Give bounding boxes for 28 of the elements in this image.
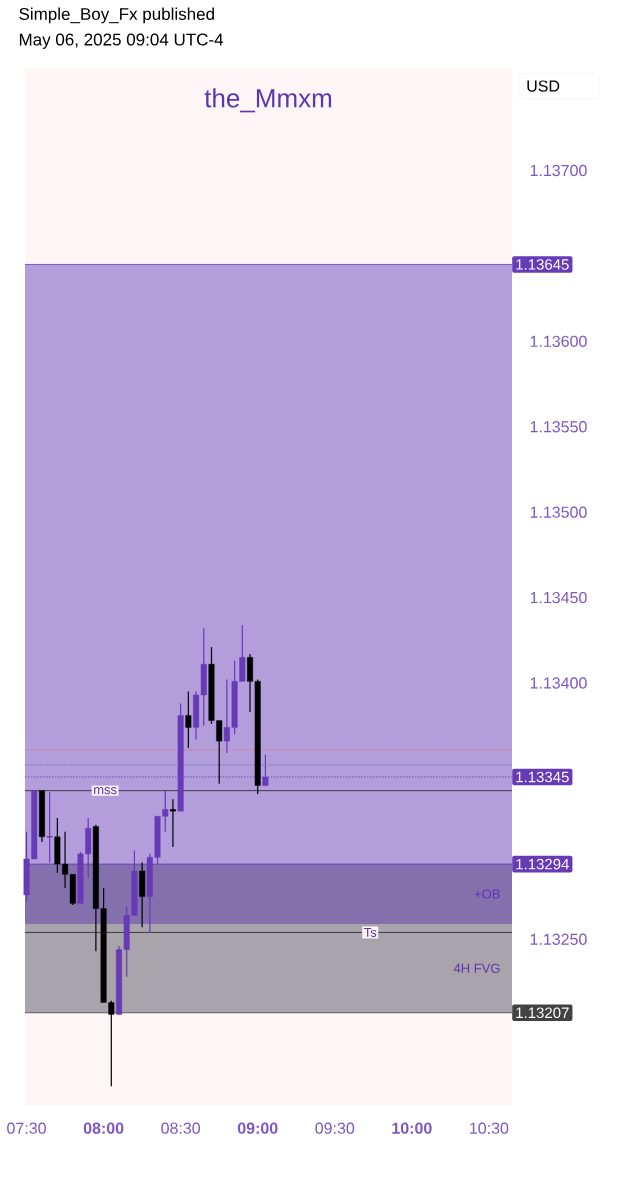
candlestick (185, 690, 192, 749)
y-tick-label: 1.13400 (530, 677, 587, 689)
candlestick (169, 798, 176, 848)
y-tick-label: 1.13450 (530, 591, 587, 604)
y-tick-label: 1.13500 (530, 506, 587, 518)
y-tick-label: 1.13550 (530, 421, 587, 433)
ref-line-label: 1.13345 (516, 771, 569, 783)
x-tick-label: 09:00 (237, 1122, 278, 1134)
x-tick-label: 07:30 (7, 1122, 46, 1134)
band-label: +OB (474, 889, 500, 899)
y-axis-title: USD (527, 80, 560, 92)
y-tick-label: 1.13250 (530, 933, 587, 945)
x-tick-label: 10:00 (392, 1122, 432, 1134)
annotation: Ts (364, 927, 377, 937)
y-tick-label: 1.13600 (530, 335, 587, 347)
x-tick-label: 08:30 (161, 1122, 201, 1134)
x-tick-label: 09:30 (315, 1122, 355, 1134)
y-tick-label: 1.13700 (530, 164, 587, 177)
ref-line-label: 1.13645 (516, 259, 569, 270)
annotation: mss (94, 787, 117, 795)
x-tick-label: 08:00 (83, 1122, 124, 1134)
text: the_Mmxm (204, 88, 332, 113)
text: Simple_Boy_Fx published (19, 7, 214, 24)
ref-line-label: 1.13207 (516, 1007, 569, 1019)
text: May 06, 2025 09:04 UTC-4 (19, 33, 224, 49)
band-label: 4H FVG (453, 963, 500, 973)
ref-line-label: 1.13294 (516, 858, 569, 870)
x-tick-label: 10:30 (470, 1122, 509, 1134)
